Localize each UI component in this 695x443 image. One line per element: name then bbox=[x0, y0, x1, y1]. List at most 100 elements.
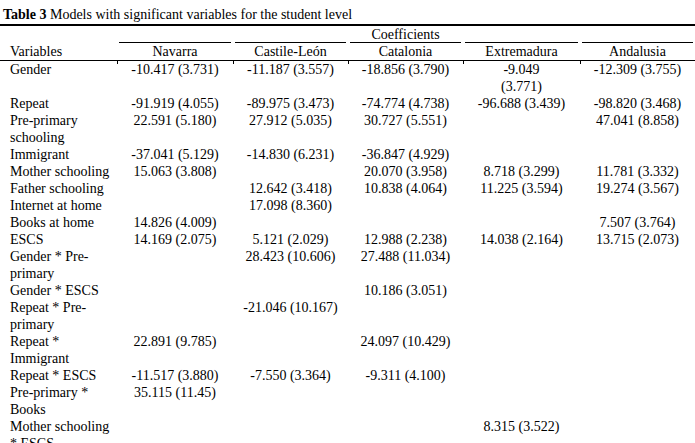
table-row-repeat: Repeat -91.919 (4.055) -89.975 (3.473) -… bbox=[0, 95, 695, 112]
spanner-underline-cell bbox=[463, 26, 580, 43]
variable-name-cell: Immigrant bbox=[0, 146, 117, 163]
coefficient-cell: -74.774 (4.738) bbox=[348, 95, 463, 112]
coefficient-cell bbox=[580, 248, 695, 282]
spanner-underline-cell bbox=[117, 26, 233, 43]
coefficient-cell bbox=[348, 197, 463, 214]
variable-name-cell: Gender bbox=[0, 61, 117, 95]
coefficient-cell: -98.820 (3.468) bbox=[580, 95, 695, 112]
spanner-spacer-cell bbox=[0, 26, 117, 43]
coefficient-cell: 47.041 (8.858) bbox=[580, 112, 695, 146]
coefficient-cell: 12.642 (3.418) bbox=[233, 180, 348, 197]
coefficient-cell: 11.225 (3.594) bbox=[463, 180, 580, 197]
coefficient-cell: 27.912 (5.035) bbox=[233, 112, 348, 146]
coefficient-cell bbox=[463, 248, 580, 282]
coefficient-cell: 12.988 (2.238) bbox=[348, 231, 463, 248]
table-row-immigrant: Immigrant -37.041 (5.129) -14.830 (6.231… bbox=[0, 146, 695, 163]
coefficient-cell bbox=[580, 146, 695, 163]
coefficient-cell: -9.311 (4.100) bbox=[348, 367, 463, 384]
coefficient-cell: 20.070 (3.958) bbox=[348, 163, 463, 180]
column-header-catalonia: Catalonia bbox=[348, 43, 463, 61]
coefficients-spanner-row: Coefficients bbox=[0, 26, 695, 43]
coefficient-cell: 17.098 (8.360) bbox=[233, 197, 348, 214]
coefficient-cell: -36.847 (4.929) bbox=[348, 146, 463, 163]
column-header-navarra: Navarra bbox=[117, 43, 233, 61]
spanner-underline-cell bbox=[233, 26, 348, 43]
coefficients-table: Coefficients Variables Navarra Castile-L… bbox=[0, 26, 695, 443]
table-title-number: Table 3 bbox=[3, 7, 46, 22]
coefficient-cell bbox=[463, 367, 580, 384]
table-row-repeat-x-pre-primary: Repeat * Pre- primary -21.046 (10.167) bbox=[0, 299, 695, 333]
table-row-gender-x-escs: Gender * ESCS 10.186 (3.051) bbox=[0, 282, 695, 299]
table-title: Table 3 Models with significant variable… bbox=[0, 6, 695, 26]
table-row-repeat-x-escs: Repeat * ESCS -11.517 (3.880) -7.550 (3.… bbox=[0, 367, 695, 384]
column-header-extremadura: Extremadura bbox=[463, 43, 580, 61]
coefficient-cell bbox=[463, 384, 580, 418]
coefficient-cell: 10.838 (4.064) bbox=[348, 180, 463, 197]
coefficient-cell: -9.049 (3.771) bbox=[463, 61, 580, 95]
table-row-pre-primary-x-books: Pre-primary * Books 35.115 (11.45) bbox=[0, 384, 695, 418]
coefficient-cell: -91.919 (4.055) bbox=[117, 95, 233, 112]
coefficient-cell bbox=[233, 384, 348, 418]
coefficient-cell: 15.063 (3.808) bbox=[117, 163, 233, 180]
coefficient-cell: 14.826 (4.009) bbox=[117, 214, 233, 231]
table-row-mother-schooling: Mother schooling 15.063 (3.808) 20.070 (… bbox=[0, 163, 695, 180]
coefficient-cell: -21.046 (10.167) bbox=[233, 299, 348, 333]
coefficient-cell bbox=[580, 282, 695, 299]
coefficient-cell bbox=[348, 418, 463, 443]
coefficient-cell bbox=[117, 299, 233, 333]
spanner-underline-cell bbox=[580, 26, 695, 43]
table-row-pre-primary-schooling: Pre-primary schooling 22.591 (5.180) 27.… bbox=[0, 112, 695, 146]
column-header-andalusia: Andalusia bbox=[580, 43, 695, 61]
variable-name-cell: Mother schooling * ESCS bbox=[0, 418, 117, 443]
variable-name-cell: Gender * ESCS bbox=[0, 282, 117, 299]
variable-name-cell: Father schooling bbox=[0, 180, 117, 197]
coefficient-cell bbox=[117, 180, 233, 197]
coefficient-cell: -18.856 (3.790) bbox=[348, 61, 463, 95]
coefficients-header: Coefficients bbox=[348, 26, 463, 43]
coefficient-cell: 14.038 (2.164) bbox=[463, 231, 580, 248]
coefficient-cell: 14.169 (2.075) bbox=[117, 231, 233, 248]
coefficient-cell: 35.115 (11.45) bbox=[117, 384, 233, 418]
table-title-text: Models with significant variables for th… bbox=[46, 7, 352, 22]
variable-name-cell: Repeat * ESCS bbox=[0, 367, 117, 384]
table-row-escs: ESCS 14.169 (2.075) 5.121 (2.029) 12.988… bbox=[0, 231, 695, 248]
variable-name-cell: Mother schooling bbox=[0, 163, 117, 180]
coefficient-cell: -37.041 (5.129) bbox=[117, 146, 233, 163]
coefficient-cell bbox=[233, 418, 348, 443]
table-row-gender-x-pre-primary: Gender * Pre- primary 28.423 (10.606) 27… bbox=[0, 248, 695, 282]
coefficient-cell: 10.186 (3.051) bbox=[348, 282, 463, 299]
coefficient-cell: -14.830 (6.231) bbox=[233, 146, 348, 163]
column-header-variables: Variables bbox=[0, 43, 117, 61]
coefficient-cell: 8.718 (3.299) bbox=[463, 163, 580, 180]
coefficient-cell: 30.727 (5.551) bbox=[348, 112, 463, 146]
coefficient-cell: 13.715 (2.073) bbox=[580, 231, 695, 248]
coefficient-cell bbox=[117, 197, 233, 214]
coefficient-cell bbox=[580, 333, 695, 367]
coefficient-cell: 22.891 (9.785) bbox=[117, 333, 233, 367]
coefficient-cell bbox=[580, 367, 695, 384]
coefficient-cell: -96.688 (3.439) bbox=[463, 95, 580, 112]
coefficient-cell: 22.591 (5.180) bbox=[117, 112, 233, 146]
coefficient-cell bbox=[348, 214, 463, 231]
coefficient-cell: 24.097 (10.429) bbox=[348, 333, 463, 367]
variable-name-cell: Repeat bbox=[0, 95, 117, 112]
coefficient-cell: 5.121 (2.029) bbox=[233, 231, 348, 248]
table-row-father-schooling: Father schooling 12.642 (3.418) 10.838 (… bbox=[0, 180, 695, 197]
table-row-repeat-x-immigrant: Repeat * Immigrant 22.891 (9.785) 24.097… bbox=[0, 333, 695, 367]
coefficient-cell: 7.507 (3.764) bbox=[580, 214, 695, 231]
variable-name-cell: Repeat * Immigrant bbox=[0, 333, 117, 367]
variable-name-cell: Repeat * Pre- primary bbox=[0, 299, 117, 333]
coefficient-cell: -89.975 (3.473) bbox=[233, 95, 348, 112]
table-row-books-at-home: Books at home 14.826 (4.009) 7.507 (3.76… bbox=[0, 214, 695, 231]
coefficient-cell bbox=[117, 418, 233, 443]
coefficient-cell bbox=[580, 384, 695, 418]
coefficient-cell bbox=[463, 214, 580, 231]
coefficient-cell: -11.517 (3.880) bbox=[117, 367, 233, 384]
variable-name-cell: Pre-primary * Books bbox=[0, 384, 117, 418]
coefficient-cell bbox=[233, 163, 348, 180]
coefficient-cell bbox=[580, 299, 695, 333]
variable-name-cell: ESCS bbox=[0, 231, 117, 248]
coefficient-cell: 27.488 (11.034) bbox=[348, 248, 463, 282]
coefficient-cell bbox=[463, 333, 580, 367]
document-page: Table 3 Models with significant variable… bbox=[0, 0, 695, 443]
